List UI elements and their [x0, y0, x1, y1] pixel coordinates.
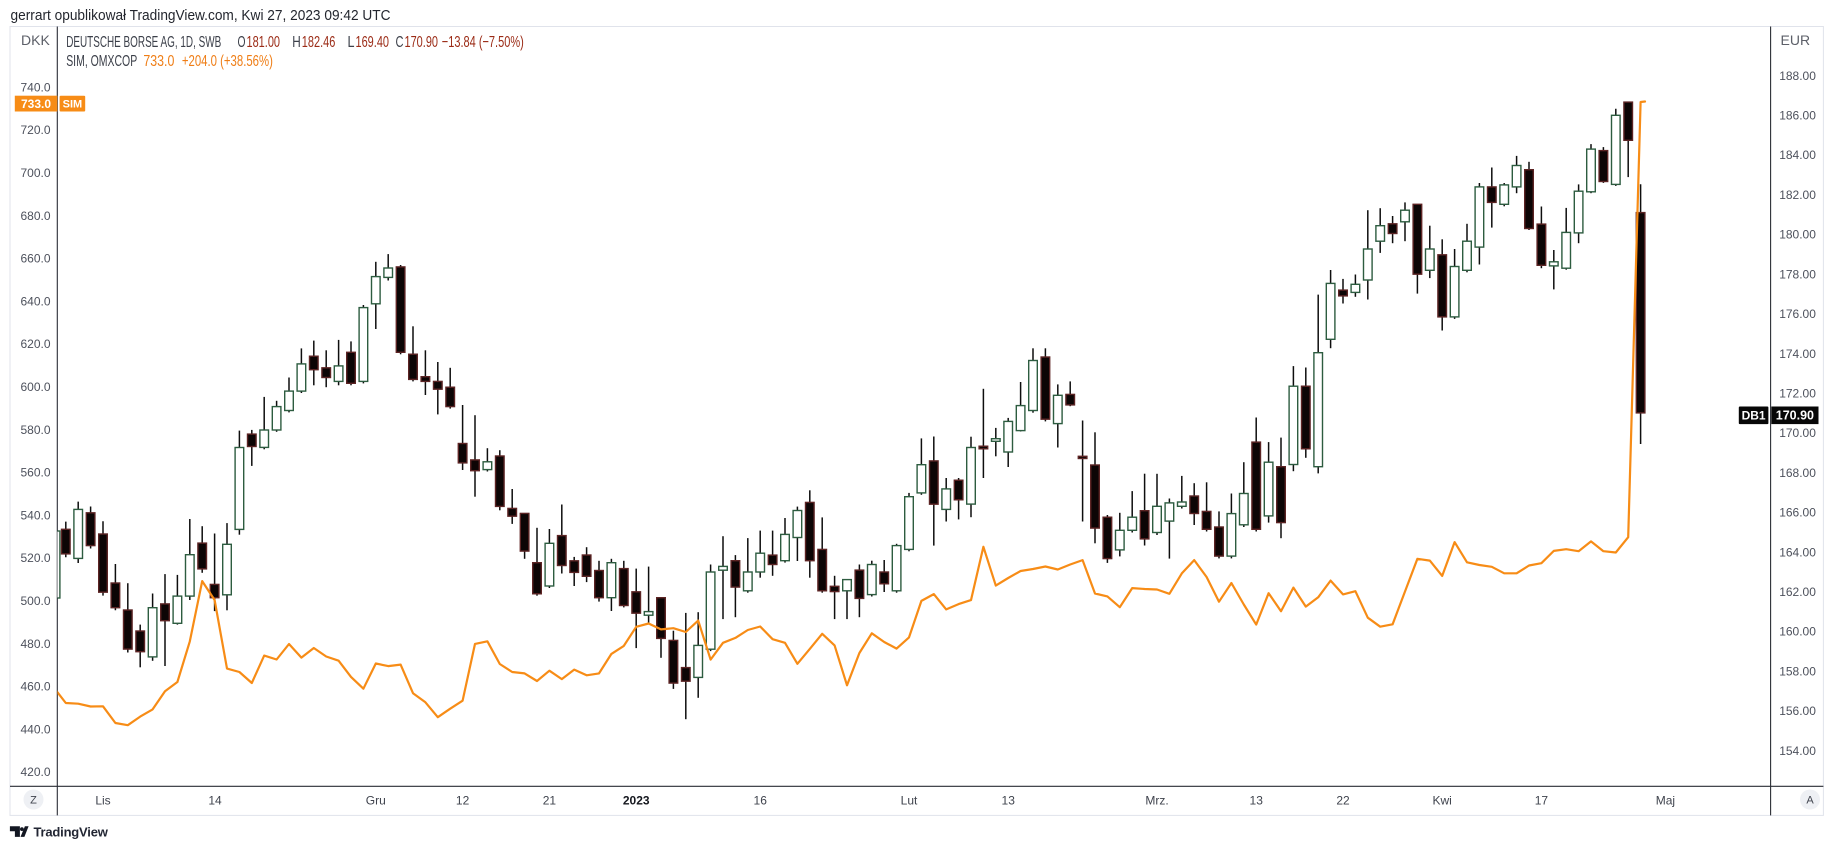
svg-text:17: 17 [1535, 794, 1549, 808]
svg-text:2023: 2023 [623, 794, 650, 808]
svg-text:164.00: 164.00 [1779, 545, 1816, 559]
svg-text:21: 21 [543, 794, 557, 808]
svg-text:178.00: 178.00 [1779, 267, 1816, 281]
svg-text:14: 14 [208, 794, 222, 808]
svg-text:170.00: 170.00 [1779, 426, 1816, 440]
svg-text:−13.84 (−7.50%): −13.84 (−7.50%) [442, 34, 524, 51]
svg-text:600.0: 600.0 [20, 380, 50, 394]
svg-text:12: 12 [456, 794, 470, 808]
svg-text:182.46: 182.46 [302, 34, 336, 51]
svg-text:180.00: 180.00 [1779, 228, 1816, 242]
svg-text:182.00: 182.00 [1779, 188, 1816, 202]
svg-text:160.00: 160.00 [1779, 625, 1816, 639]
svg-text:720.0: 720.0 [20, 123, 50, 137]
svg-text:C: C [396, 34, 404, 51]
svg-text:TradingView: TradingView [34, 824, 109, 839]
svg-text:Maj: Maj [1656, 794, 1675, 808]
svg-text:13: 13 [1250, 794, 1264, 808]
svg-text:176.00: 176.00 [1779, 307, 1816, 321]
svg-text:420.0: 420.0 [20, 765, 50, 779]
svg-text:13: 13 [1002, 794, 1016, 808]
svg-text:Z: Z [30, 795, 37, 807]
svg-text:O: O [238, 34, 246, 51]
svg-text:+204.0 (+38.56%): +204.0 (+38.56%) [182, 53, 273, 70]
svg-text:172.00: 172.00 [1779, 386, 1816, 400]
svg-text:Kwi: Kwi [1433, 794, 1452, 808]
svg-text:186.00: 186.00 [1779, 109, 1816, 123]
svg-text:16: 16 [754, 794, 768, 808]
svg-text:520.0: 520.0 [20, 551, 50, 565]
svg-text:184.00: 184.00 [1779, 148, 1816, 162]
svg-text:480.0: 480.0 [20, 637, 50, 651]
svg-text:EUR: EUR [1781, 32, 1811, 48]
svg-text:440.0: 440.0 [20, 722, 50, 736]
svg-text:Mrz.: Mrz. [1145, 794, 1168, 808]
svg-text:620.0: 620.0 [20, 337, 50, 351]
svg-text:680.0: 680.0 [20, 209, 50, 223]
svg-text:Lut: Lut [901, 794, 918, 808]
svg-text:188.00: 188.00 [1779, 69, 1816, 83]
svg-text:170.90: 170.90 [1776, 409, 1814, 423]
svg-text:660.0: 660.0 [20, 252, 50, 266]
svg-text:DB1: DB1 [1742, 409, 1766, 423]
svg-text:154.00: 154.00 [1779, 744, 1816, 758]
svg-text:181.00: 181.00 [247, 34, 281, 51]
svg-text:560.0: 560.0 [20, 466, 50, 480]
svg-text:158.00: 158.00 [1779, 664, 1816, 678]
svg-text:162.00: 162.00 [1779, 585, 1816, 599]
svg-text:169.40: 169.40 [356, 34, 390, 51]
svg-text:Lis: Lis [95, 794, 110, 808]
svg-text:Gru: Gru [366, 794, 386, 808]
svg-text:gerrart opublikował TradingVie: gerrart opublikował TradingView.com, Kwi… [11, 7, 391, 24]
svg-text:170.90: 170.90 [405, 34, 439, 51]
svg-text:540.0: 540.0 [20, 508, 50, 522]
svg-text:733.0: 733.0 [21, 97, 51, 111]
svg-text:SIM, OMXCOP: SIM, OMXCOP [66, 53, 137, 70]
svg-text:640.0: 640.0 [20, 294, 50, 308]
svg-text:460.0: 460.0 [20, 680, 50, 694]
svg-text:DKK: DKK [21, 32, 50, 48]
svg-text:733.0: 733.0 [143, 53, 174, 70]
svg-text:DEUTSCHE BORSE AG, 1D, SWB: DEUTSCHE BORSE AG, 1D, SWB [66, 34, 221, 51]
svg-text:22: 22 [1336, 794, 1350, 808]
svg-text:740.0: 740.0 [20, 80, 50, 94]
svg-text:A: A [1806, 795, 1814, 807]
svg-text:700.0: 700.0 [20, 166, 50, 180]
svg-text:580.0: 580.0 [20, 423, 50, 437]
svg-text:156.00: 156.00 [1779, 704, 1816, 718]
svg-text:SIM: SIM [63, 99, 83, 111]
svg-text:500.0: 500.0 [20, 594, 50, 608]
svg-text:166.00: 166.00 [1779, 506, 1816, 520]
svg-text:L: L [348, 34, 355, 51]
svg-text:168.00: 168.00 [1779, 466, 1816, 480]
svg-text:174.00: 174.00 [1779, 347, 1816, 361]
svg-text:H: H [292, 34, 301, 51]
